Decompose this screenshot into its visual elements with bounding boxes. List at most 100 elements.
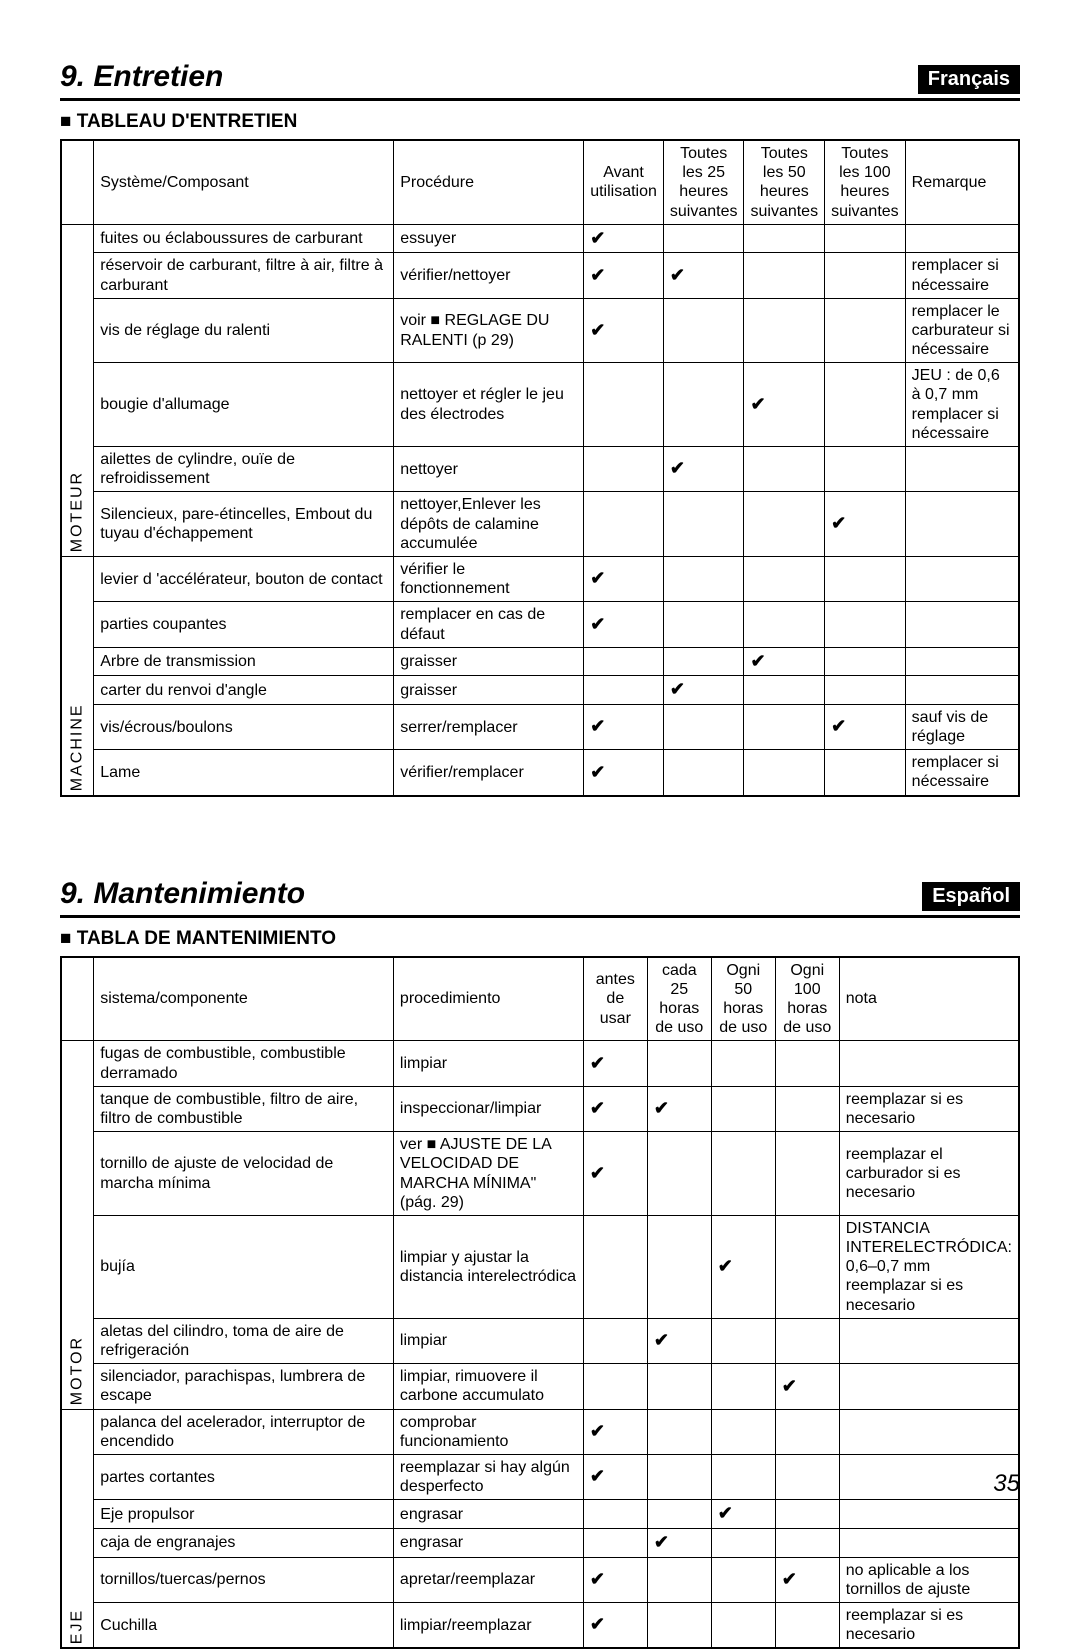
cell-check (647, 1215, 711, 1318)
cell-system: silenciador, parachispas, lumbrera de es… (94, 1364, 394, 1409)
table-row: parties coupantesremplacer en cas de déf… (61, 602, 1019, 647)
table-row: MOTEURfuites ou éclaboussures de carbura… (61, 224, 1019, 253)
cell-check (647, 1557, 711, 1602)
cell-check: ✔ (825, 492, 906, 557)
cell-system: Arbre de transmission (94, 647, 394, 676)
cell-note: remplacer le carburateur si nécessaire (905, 298, 1019, 363)
cell-check (663, 704, 744, 749)
header-100h: Ogni 100 horas de uso (775, 957, 839, 1041)
table-row: ailettes de cylindre, ouïe de refroidiss… (61, 447, 1019, 492)
cell-procedure: vérifier/remplacer (394, 750, 584, 796)
cell-check (584, 492, 664, 557)
cell-check (663, 363, 744, 447)
cell-check: ✔ (584, 602, 664, 647)
cell-check (663, 750, 744, 796)
cell-procedure: limpiar, rimuovere il carbone accumulato (393, 1364, 583, 1409)
cell-procedure: engrasar (393, 1528, 583, 1557)
header-50h: Toutes les 50 heures suivantes (744, 140, 825, 224)
cell-note: reemplazar si es necesario (839, 1086, 1019, 1131)
cell-procedure: graisser (394, 647, 584, 676)
cell-procedure: nettoyer (394, 447, 584, 492)
maintenance-section: 9. MantenimientoEspañol TABLA DE MANTENIM… (60, 877, 1020, 1649)
header-before-use: antes de usar (583, 957, 647, 1041)
cell-check (583, 1500, 647, 1529)
cell-check (663, 602, 744, 647)
cell-system: Silencieux, pare-étincelles, Embout du t… (94, 492, 394, 557)
table-row: tanque de combustible, filtro de aire, f… (61, 1086, 1019, 1131)
cell-procedure: remplacer en cas de défaut (394, 602, 584, 647)
cell-system: parties coupantes (94, 602, 394, 647)
cell-check: ✔ (744, 647, 825, 676)
header-note: nota (839, 957, 1019, 1041)
cell-check: ✔ (584, 556, 664, 601)
cell-procedure: essuyer (394, 224, 584, 253)
cell-check (711, 1602, 775, 1648)
cell-check (825, 676, 906, 705)
cell-system: réservoir de carburant, filtre à air, fi… (94, 253, 394, 298)
cell-note (905, 647, 1019, 676)
cell-check (775, 1500, 839, 1529)
table-row: Lamevérifier/remplacer✔remplacer si néce… (61, 750, 1019, 796)
cell-check (744, 556, 825, 601)
cell-check (711, 1132, 775, 1216)
cell-check (584, 647, 664, 676)
language-badge: Español (922, 882, 1020, 911)
cell-check (744, 750, 825, 796)
cell-check (647, 1041, 711, 1086)
table-row: tornillos/tuercas/pernosapretar/reemplaz… (61, 1557, 1019, 1602)
cell-check (583, 1215, 647, 1318)
cell-note (905, 676, 1019, 705)
table-row: carter du renvoi d'anglegraisser✔ (61, 676, 1019, 705)
cell-check (711, 1364, 775, 1409)
cell-procedure: apretar/reemplazar (393, 1557, 583, 1602)
cell-note (905, 447, 1019, 492)
cell-system: Lame (94, 750, 394, 796)
cell-system: partes cortantes (94, 1454, 394, 1499)
section-header: 9. MantenimientoEspañol (60, 877, 1020, 918)
cell-check (647, 1454, 711, 1499)
cell-check: ✔ (583, 1409, 647, 1454)
cell-check (825, 363, 906, 447)
cell-check (711, 1528, 775, 1557)
cell-check: ✔ (584, 704, 664, 749)
section-header: 9. EntretienFrançais (60, 60, 1020, 101)
header-before-use: Avant utilisation (584, 140, 664, 224)
table-row: MACHINElevier d 'accélérateur, bouton de… (61, 556, 1019, 601)
cell-system: ailettes de cylindre, ouïe de refroidiss… (94, 447, 394, 492)
category-label: MACHINE (61, 556, 94, 795)
cell-note (839, 1528, 1019, 1557)
cell-check: ✔ (647, 1528, 711, 1557)
cell-check (744, 676, 825, 705)
header-procedure: procedimiento (393, 957, 583, 1041)
cell-check: ✔ (744, 363, 825, 447)
cell-system: tanque de combustible, filtro de aire, f… (94, 1086, 394, 1131)
cell-check (647, 1364, 711, 1409)
cell-procedure: ver ■ AJUSTE DE LA VELOCIDAD DE MARCHA M… (393, 1132, 583, 1216)
cell-check: ✔ (584, 298, 664, 363)
cell-check (825, 647, 906, 676)
cell-note (905, 602, 1019, 647)
header-note: Remarque (905, 140, 1019, 224)
cell-check: ✔ (825, 704, 906, 749)
cell-check (825, 556, 906, 601)
cell-check (711, 1041, 775, 1086)
cell-check (744, 298, 825, 363)
category-label: MOTOR (61, 1041, 94, 1409)
cell-procedure: limpiar (393, 1041, 583, 1086)
table-row: Arbre de transmissiongraisser ✔ (61, 647, 1019, 676)
cell-check (744, 492, 825, 557)
header-50h: Ogni 50 horas de uso (711, 957, 775, 1041)
table-row: tornillo de ajuste de velocidad de march… (61, 1132, 1019, 1216)
cell-check (583, 1364, 647, 1409)
table-header-row: sistema/componenteprocedimientoantes de … (61, 957, 1019, 1041)
cell-check (711, 1318, 775, 1363)
table-row: bujíalimpiar y ajustar la distancia inte… (61, 1215, 1019, 1318)
category-label: EJE (61, 1409, 94, 1648)
table-row: MOTORfugas de combustible, combustible d… (61, 1041, 1019, 1086)
cell-check (663, 556, 744, 601)
cell-check (775, 1215, 839, 1318)
cell-procedure: nettoyer et régler le jeu des électrodes (394, 363, 584, 447)
cell-check (711, 1409, 775, 1454)
table-title: TABLA DE MANTENIMIENTO (60, 928, 1020, 950)
table-row: Silencieux, pare-étincelles, Embout du t… (61, 492, 1019, 557)
